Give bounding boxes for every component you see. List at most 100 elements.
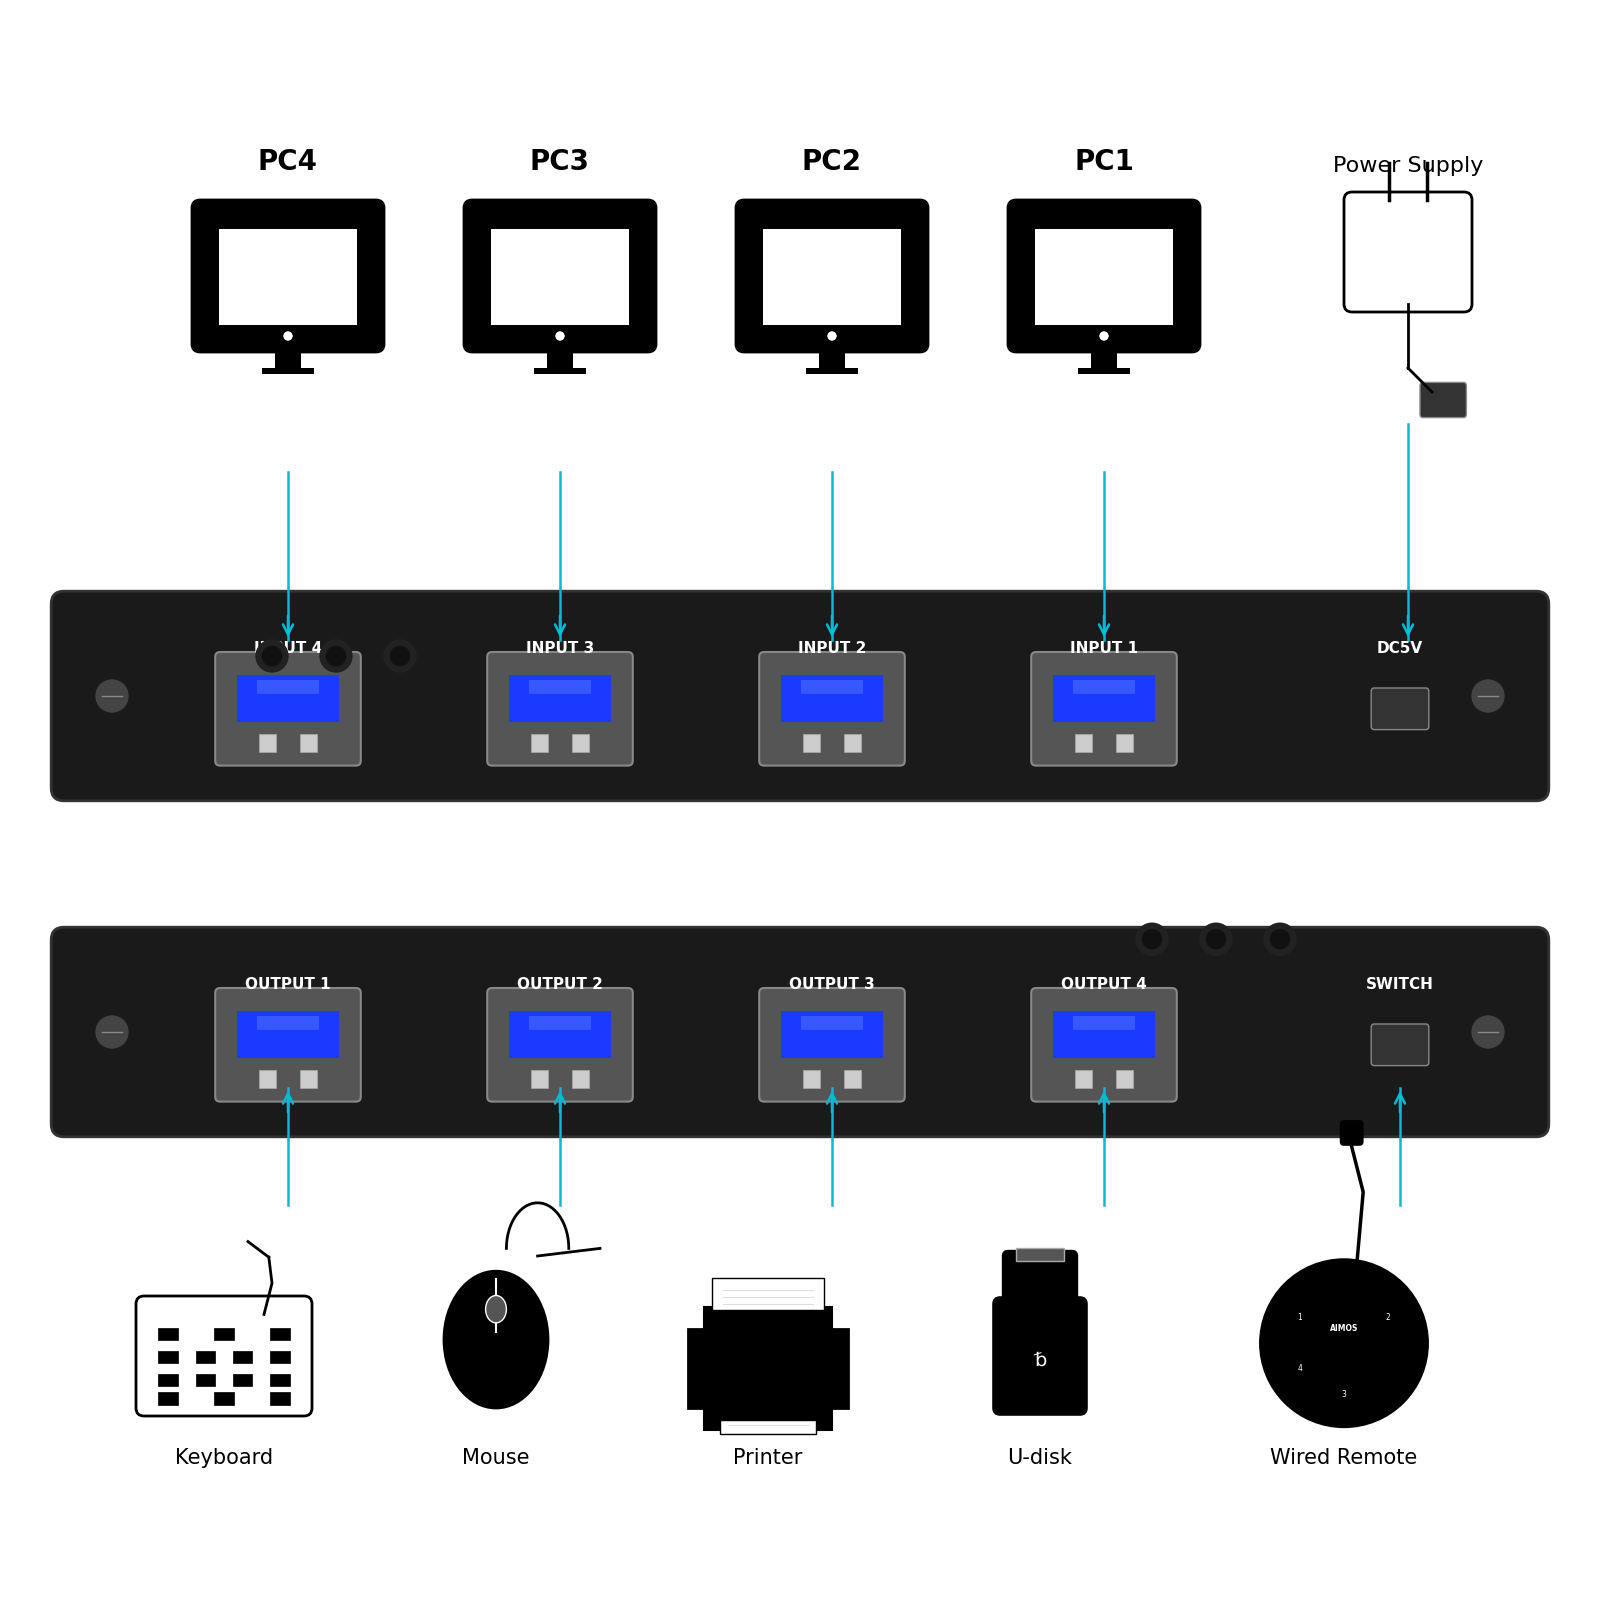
Bar [802,1016,862,1030]
Bar [781,1011,883,1058]
FancyBboxPatch shape [51,928,1549,1136]
Bar [270,1328,290,1341]
Circle shape [1136,923,1168,955]
Bar [763,229,901,325]
Circle shape [282,330,294,342]
FancyBboxPatch shape [760,987,906,1101]
FancyBboxPatch shape [214,653,360,766]
Ellipse shape [486,1296,506,1323]
Circle shape [1261,1261,1427,1427]
Bar [275,344,301,368]
FancyBboxPatch shape [1341,1122,1363,1146]
Bar [573,1070,589,1088]
Text: PC2: PC2 [802,149,862,176]
Bar [195,1350,214,1363]
Bar [712,1278,824,1310]
Bar [802,680,862,694]
Circle shape [1472,1016,1504,1048]
Bar [547,344,573,368]
FancyBboxPatch shape [1003,1251,1077,1309]
Text: ␢: ␢ [1034,1350,1046,1370]
Bar [214,1328,234,1341]
FancyBboxPatch shape [1032,987,1176,1101]
Bar [270,1392,290,1405]
Circle shape [1142,930,1162,949]
Bar [1078,368,1130,374]
Text: ⊕: ⊕ [106,1022,118,1042]
Circle shape [285,333,291,341]
Text: PC3: PC3 [530,149,590,176]
Bar [531,1070,547,1088]
Text: SWITCH: SWITCH [1366,978,1434,992]
Bar [509,675,611,722]
Circle shape [1264,923,1296,955]
Bar [234,1350,253,1363]
Bar [258,680,318,694]
Circle shape [384,640,416,672]
Bar [573,734,589,752]
Text: INPUT 2: INPUT 2 [798,642,866,656]
Bar [1074,680,1134,694]
FancyBboxPatch shape [1371,1024,1429,1066]
Circle shape [262,646,282,666]
FancyBboxPatch shape [486,987,634,1101]
Circle shape [1472,680,1504,712]
Bar [237,1011,339,1058]
Text: PC4: PC4 [258,149,318,176]
Text: Power Supply: Power Supply [1333,157,1483,176]
FancyBboxPatch shape [760,653,906,766]
Bar [158,1374,178,1386]
Text: 3: 3 [1341,1390,1347,1398]
Bar [1035,229,1173,325]
Bar [214,1392,234,1405]
Circle shape [256,640,288,672]
FancyBboxPatch shape [1371,688,1429,730]
FancyBboxPatch shape [136,1296,312,1416]
Bar [720,1419,816,1434]
Text: Printer: Printer [733,1448,803,1469]
Bar [491,229,629,325]
Circle shape [1270,930,1290,949]
Text: OUTPUT 1: OUTPUT 1 [245,978,331,992]
Bar [195,1374,214,1386]
Circle shape [826,330,838,342]
Bar [219,229,357,325]
Bar [1117,1070,1133,1088]
Bar [530,1016,590,1030]
Bar [803,734,819,752]
Bar [704,1307,832,1328]
FancyBboxPatch shape [1344,192,1472,312]
Bar [301,1070,317,1088]
Text: ⊕: ⊕ [106,686,118,706]
Bar [234,1374,253,1386]
Text: 2: 2 [1386,1314,1390,1322]
Bar [237,675,339,722]
Ellipse shape [445,1270,547,1408]
Circle shape [554,330,566,342]
Text: INPUT 3: INPUT 3 [526,642,594,656]
Bar [258,1016,318,1030]
Bar [530,680,590,694]
Text: DC5V: DC5V [1378,642,1422,656]
Bar [1075,734,1091,752]
Bar [531,734,547,752]
Text: INPUT 1: INPUT 1 [1070,642,1138,656]
Text: 1: 1 [1298,1314,1302,1322]
Bar [845,1070,861,1088]
Text: INPUT 4: INPUT 4 [254,642,322,656]
Text: OUTPUT 2: OUTPUT 2 [517,978,603,992]
FancyBboxPatch shape [994,1298,1086,1414]
Bar [781,675,883,722]
Circle shape [96,680,128,712]
FancyBboxPatch shape [1008,200,1200,352]
Bar [259,1070,275,1088]
Bar [803,1070,819,1088]
FancyBboxPatch shape [1032,653,1176,766]
Bar [509,1011,611,1058]
FancyBboxPatch shape [51,592,1549,802]
Bar [261,368,314,374]
Bar [806,368,859,374]
Text: Mouse: Mouse [462,1448,530,1469]
Circle shape [1101,333,1107,341]
Bar [301,734,317,752]
